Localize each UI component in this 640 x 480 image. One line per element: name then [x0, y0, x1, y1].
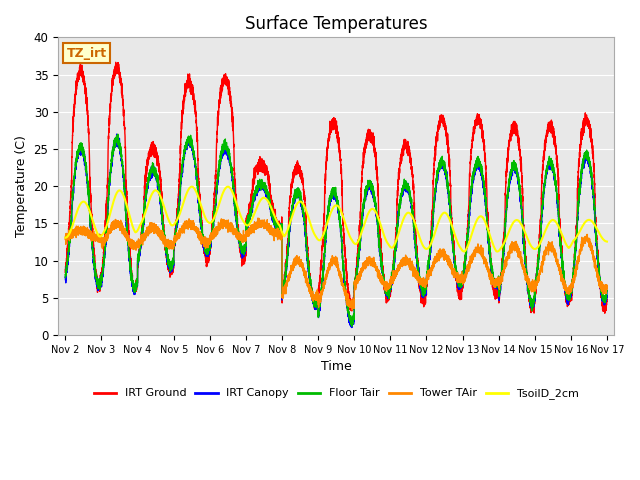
- Title: Surface Temperatures: Surface Temperatures: [245, 15, 428, 33]
- IRT Canopy: [113, 131, 120, 137]
- IRT Canopy: [458, 283, 465, 289]
- IRT Canopy: [574, 214, 582, 219]
- IRT Canopy: [318, 287, 326, 292]
- IRT Canopy: [473, 162, 481, 168]
- IRT Ground: [601, 311, 609, 316]
- Tower TAir: [61, 235, 69, 240]
- TsoilD_2cm: [188, 184, 195, 190]
- Floor Tair: [348, 324, 356, 329]
- Line: TsoilD_2cm: TsoilD_2cm: [65, 187, 607, 252]
- IRT Canopy: [580, 157, 588, 163]
- Legend: IRT Ground, IRT Canopy, Floor Tair, Tower TAir, TsoilD_2cm: IRT Ground, IRT Canopy, Floor Tair, Towe…: [90, 384, 583, 404]
- IRT Canopy: [603, 288, 611, 294]
- IRT Ground: [580, 124, 588, 130]
- Floor Tair: [114, 131, 122, 137]
- Tower TAir: [246, 228, 253, 234]
- Y-axis label: Temperature (C): Temperature (C): [15, 135, 28, 237]
- IRT Ground: [61, 267, 69, 273]
- Floor Tair: [61, 275, 69, 280]
- Floor Tair: [574, 213, 582, 218]
- Floor Tair: [458, 282, 465, 288]
- Tower TAir: [458, 277, 465, 283]
- Floor Tair: [473, 162, 481, 168]
- Floor Tair: [318, 282, 326, 288]
- Tower TAir: [254, 215, 262, 221]
- Tower TAir: [318, 288, 326, 294]
- IRT Canopy: [348, 324, 356, 330]
- Line: IRT Ground: IRT Ground: [65, 62, 607, 313]
- Floor Tair: [580, 155, 588, 160]
- TsoilD_2cm: [580, 220, 588, 226]
- Tower TAir: [574, 261, 582, 266]
- IRT Ground: [573, 188, 581, 194]
- IRT Ground: [603, 297, 611, 302]
- TsoilD_2cm: [603, 239, 611, 244]
- IRT Canopy: [246, 217, 253, 223]
- IRT Ground: [112, 60, 120, 65]
- Text: TZ_irt: TZ_irt: [67, 47, 107, 60]
- Line: IRT Canopy: IRT Canopy: [65, 134, 607, 327]
- Line: Floor Tair: Floor Tair: [65, 134, 607, 326]
- TsoilD_2cm: [61, 235, 69, 240]
- TsoilD_2cm: [574, 232, 582, 238]
- TsoilD_2cm: [458, 246, 465, 252]
- IRT Ground: [318, 252, 326, 258]
- TsoilD_2cm: [473, 218, 481, 224]
- IRT Ground: [473, 120, 481, 126]
- Tower TAir: [473, 246, 481, 252]
- IRT Ground: [246, 209, 253, 215]
- Tower TAir: [603, 287, 611, 292]
- IRT Canopy: [61, 275, 69, 280]
- TsoilD_2cm: [246, 221, 253, 227]
- Floor Tair: [603, 288, 611, 294]
- TsoilD_2cm: [318, 235, 326, 241]
- X-axis label: Time: Time: [321, 360, 351, 373]
- Tower TAir: [580, 240, 588, 245]
- TsoilD_2cm: [493, 249, 501, 254]
- IRT Ground: [458, 285, 465, 291]
- Tower TAir: [348, 307, 356, 313]
- Floor Tair: [246, 212, 253, 218]
- Line: Tower TAir: Tower TAir: [65, 218, 607, 310]
